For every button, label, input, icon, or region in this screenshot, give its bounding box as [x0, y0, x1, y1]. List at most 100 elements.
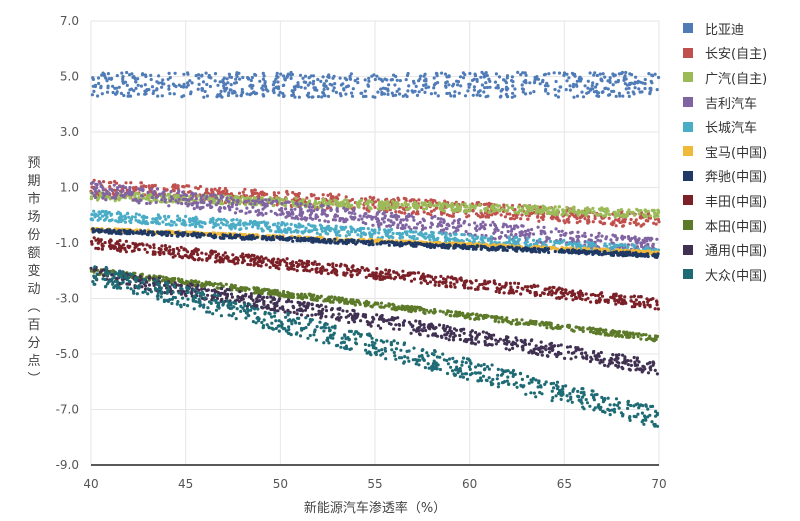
- scatter-point: [235, 74, 239, 79]
- scatter-point: [567, 251, 571, 255]
- scatter-point: [225, 196, 229, 200]
- scatter-point: [182, 94, 186, 98]
- scatter-point: [163, 214, 167, 218]
- scatter-point: [542, 73, 547, 77]
- scatter-point: [169, 223, 173, 227]
- scatter-point: [391, 94, 395, 98]
- scatter-point: [309, 229, 313, 233]
- scatter-point: [512, 238, 516, 242]
- scatter-point: [230, 236, 234, 240]
- scatter-point: [415, 210, 420, 214]
- scatter-point: [424, 232, 428, 236]
- scatter-point: [264, 87, 268, 92]
- scatter-point: [599, 239, 603, 243]
- scatter-point: [184, 214, 188, 218]
- scatter-point: [362, 214, 366, 218]
- scatter-point: [480, 70, 484, 74]
- scatter-point: [276, 221, 280, 225]
- scatter-point: [316, 77, 320, 82]
- scatter-point: [511, 213, 515, 218]
- scatter-point: [495, 226, 499, 230]
- scatter-point: [319, 79, 323, 83]
- scatter-point: [139, 84, 143, 88]
- scatter-point: [382, 241, 386, 245]
- scatter-point: [639, 242, 644, 246]
- scatter-point: [541, 248, 545, 252]
- scatter-point: [130, 215, 134, 219]
- scatter-point: [464, 208, 468, 213]
- scatter-point: [286, 211, 290, 215]
- scatter-point: [574, 83, 579, 87]
- scatter-point: [297, 95, 301, 99]
- scatter-point: [235, 94, 239, 98]
- scatter-point: [148, 201, 152, 205]
- scatter-point: [470, 78, 475, 82]
- scatter-point: [411, 230, 415, 234]
- scatter-point: [289, 70, 293, 75]
- scatter-point: [233, 91, 237, 95]
- scatter-point: [646, 243, 650, 247]
- scatter-point: [362, 241, 366, 245]
- scatter-point: [643, 82, 647, 86]
- scatter-point: [406, 71, 410, 76]
- scatter-point: [576, 209, 580, 213]
- scatter-point: [559, 85, 563, 89]
- scatter-point: [351, 87, 355, 91]
- scatter-point: [254, 222, 258, 226]
- scatter-point: [92, 186, 96, 190]
- scatter-point: [137, 213, 141, 217]
- scatter-point: [642, 222, 646, 226]
- scatter-point: [637, 212, 641, 216]
- scatter-point: [145, 201, 149, 206]
- scatter-point: [570, 249, 574, 253]
- scatter-point: [334, 195, 339, 199]
- scatter-point: [115, 181, 119, 185]
- scatter-point: [480, 213, 484, 217]
- scatter-point: [317, 218, 322, 222]
- scatter-point: [207, 233, 211, 237]
- scatter-point: [413, 241, 417, 245]
- scatter-point: [143, 92, 147, 96]
- scatter-point: [198, 224, 202, 228]
- scatter-point: [508, 212, 512, 216]
- scatter-point: [321, 90, 325, 95]
- scatter-point: [273, 222, 277, 226]
- scatter-point: [208, 200, 212, 205]
- scatter-point: [637, 87, 641, 91]
- scatter-point: [233, 211, 238, 215]
- scatter-point: [475, 235, 479, 239]
- scatter-point: [401, 269, 405, 273]
- scatter-point: [105, 90, 110, 94]
- scatter-point: [488, 85, 492, 89]
- scatter-point: [501, 225, 505, 229]
- scatter-point: [635, 240, 640, 244]
- scatter-point: [280, 209, 284, 214]
- scatter-point: [303, 204, 307, 208]
- scatter-point: [453, 90, 457, 94]
- scatter-point: [513, 247, 517, 251]
- scatter-point: [167, 71, 171, 75]
- scatter-point: [248, 210, 252, 214]
- scatter-point: [218, 80, 222, 84]
- scatter-point: [444, 226, 448, 230]
- scatter-point: [336, 241, 340, 245]
- scatter-point: [495, 203, 499, 207]
- scatter-point: [304, 226, 308, 230]
- scatter-point: [616, 80, 620, 84]
- scatter-point: [320, 95, 324, 99]
- scatter-point: [172, 83, 176, 87]
- scatter-point: [134, 86, 138, 90]
- scatter-point: [475, 93, 479, 97]
- scatter-point: [271, 204, 275, 208]
- scatter-point: [648, 214, 653, 218]
- scatter-point: [611, 83, 615, 87]
- scatter-point: [404, 203, 408, 207]
- scatter-point: [230, 202, 235, 206]
- scatter-point: [529, 250, 533, 254]
- scatter-point: [293, 95, 297, 99]
- scatter-point: [655, 88, 659, 92]
- scatter-point: [641, 212, 645, 217]
- scatter-point: [513, 87, 517, 91]
- scatter-point: [155, 187, 159, 191]
- scatter-point: [523, 71, 527, 75]
